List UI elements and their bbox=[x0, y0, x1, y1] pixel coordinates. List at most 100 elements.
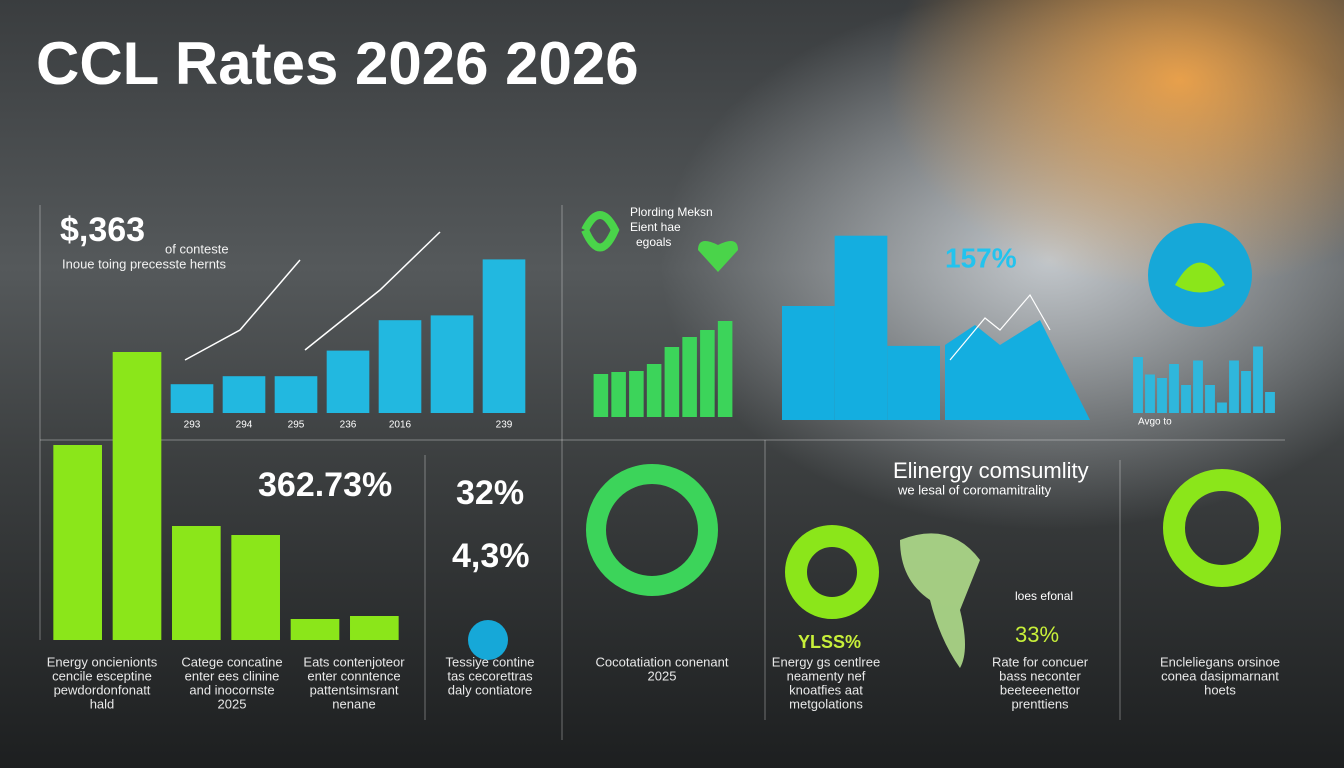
x-tick-label: 295 bbox=[288, 420, 305, 431]
caption: cencile esceptine bbox=[52, 668, 152, 683]
bar bbox=[1169, 364, 1179, 413]
caption: Energy oncienionts bbox=[47, 654, 158, 669]
heart-icon bbox=[698, 241, 738, 272]
x-tick-label: 293 bbox=[184, 420, 201, 431]
caption: Tessiye contine bbox=[446, 654, 535, 669]
title: CCL Rates 2026 2026 bbox=[36, 30, 639, 97]
stat: 33% bbox=[1015, 622, 1059, 647]
stat: YLSS% bbox=[798, 632, 861, 652]
icon bbox=[468, 620, 508, 660]
bar bbox=[646, 364, 662, 417]
dividers bbox=[39, 205, 1285, 740]
caption: tas cecorettras bbox=[447, 668, 533, 683]
note: Inoue toing precesste hernts bbox=[62, 256, 227, 271]
x-tick-label: 236 bbox=[340, 420, 357, 431]
caption: conea dasipmarnant bbox=[1161, 668, 1279, 683]
caption: pattentsimsrant bbox=[310, 682, 399, 697]
line-shape bbox=[949, 293, 1051, 361]
bar bbox=[682, 337, 697, 417]
bar bbox=[326, 350, 370, 413]
x-tick-label: 239 bbox=[496, 420, 513, 431]
bar bbox=[1133, 357, 1143, 413]
bar bbox=[1217, 402, 1227, 413]
stat: 32% bbox=[456, 474, 524, 512]
area-shape bbox=[945, 320, 1090, 420]
bar bbox=[782, 306, 835, 420]
bar bbox=[1229, 360, 1239, 413]
trend-arrow bbox=[304, 231, 441, 351]
caption: prenttiens bbox=[1011, 696, 1069, 711]
stat: 157% bbox=[945, 242, 1017, 273]
bar bbox=[664, 347, 680, 417]
bar bbox=[112, 352, 162, 640]
trend-arrow bbox=[184, 259, 301, 361]
note: of conteste bbox=[165, 241, 229, 256]
bar bbox=[1265, 392, 1275, 413]
bar bbox=[1193, 360, 1203, 413]
bar bbox=[593, 374, 609, 417]
caption: Catege concatine bbox=[181, 654, 282, 669]
caption: neamenty nef bbox=[787, 668, 866, 683]
caption: beeteeenettor bbox=[1000, 682, 1081, 697]
bar bbox=[629, 371, 644, 417]
donut bbox=[586, 464, 718, 596]
note: Avgo to bbox=[1138, 417, 1172, 428]
note: Eient hae bbox=[630, 220, 681, 234]
bar bbox=[274, 376, 318, 413]
leaf bbox=[1175, 262, 1225, 293]
map-shape bbox=[900, 533, 980, 668]
caption: Encleliegans orsinoe bbox=[1160, 654, 1280, 669]
caption: daly contiatore bbox=[448, 682, 533, 697]
note: Plording Meksn bbox=[630, 205, 713, 219]
caption: Eats contenjoteor bbox=[303, 654, 405, 669]
bar bbox=[700, 330, 715, 417]
bar bbox=[1157, 378, 1167, 413]
caption: Energy gs centlree bbox=[772, 654, 880, 669]
donut bbox=[785, 525, 879, 619]
bar bbox=[172, 526, 221, 640]
bar bbox=[482, 259, 526, 413]
bar bbox=[1205, 385, 1215, 413]
bar bbox=[717, 321, 733, 417]
bar bbox=[611, 372, 626, 417]
bar bbox=[1253, 346, 1263, 413]
bar bbox=[231, 535, 280, 640]
caption: pewdordonfonatt bbox=[54, 682, 151, 697]
x-tick-label: 2016 bbox=[389, 420, 412, 431]
bar bbox=[834, 235, 888, 420]
caption: Rate for concuer bbox=[992, 654, 1089, 669]
stat: 362.73% bbox=[258, 466, 392, 504]
caption: metgolations bbox=[789, 696, 863, 711]
caption: 2025 bbox=[218, 696, 247, 711]
bar bbox=[1145, 374, 1155, 413]
bar bbox=[1241, 371, 1251, 413]
bar bbox=[1181, 385, 1191, 413]
bar bbox=[887, 345, 940, 420]
donut bbox=[1163, 469, 1281, 587]
bar bbox=[378, 320, 422, 413]
heading: Elinergy comsumlity bbox=[893, 458, 1089, 483]
stat: 4,3% bbox=[452, 537, 530, 575]
caption: bass neconter bbox=[999, 668, 1081, 683]
caption: nenane bbox=[332, 696, 375, 711]
x-tick-label: 294 bbox=[236, 420, 253, 431]
caption: enter conntence bbox=[307, 668, 400, 683]
caption: 2025 bbox=[648, 668, 677, 683]
bar bbox=[53, 445, 102, 640]
caption: knoatfies aat bbox=[789, 682, 863, 697]
note: egoals bbox=[636, 235, 671, 249]
note: we lesal of coromamitrality bbox=[897, 482, 1052, 497]
bar bbox=[350, 616, 399, 640]
bar bbox=[170, 384, 214, 413]
caption: Cocotatiation conenant bbox=[596, 654, 729, 669]
bar bbox=[290, 619, 340, 640]
bar bbox=[430, 315, 474, 413]
caption: and inocornste bbox=[189, 682, 274, 697]
caption: enter ees clinine bbox=[185, 668, 280, 683]
stat: $,363 bbox=[60, 211, 145, 249]
note: loes efonal bbox=[1015, 589, 1073, 603]
bar bbox=[222, 376, 266, 413]
